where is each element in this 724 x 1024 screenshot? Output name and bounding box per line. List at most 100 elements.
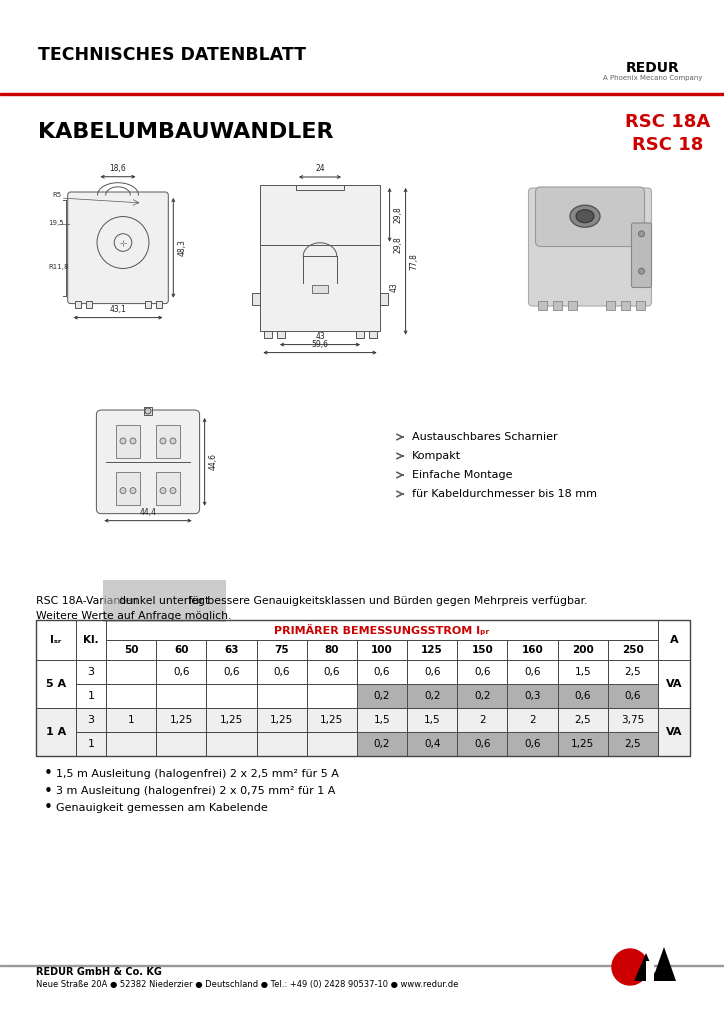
Bar — [307, 732, 357, 756]
Bar — [557, 660, 608, 684]
Text: R5: R5 — [53, 193, 62, 198]
Text: 1,5: 1,5 — [374, 715, 390, 725]
Bar — [256, 640, 307, 660]
Text: 200: 200 — [572, 645, 594, 655]
Ellipse shape — [570, 205, 600, 227]
Bar — [605, 301, 615, 310]
Text: 5 A: 5 A — [46, 679, 66, 689]
Bar — [0, 92, 724, 95]
Text: 250: 250 — [622, 645, 644, 655]
Text: 29,8: 29,8 — [394, 237, 403, 253]
Text: 0,6: 0,6 — [524, 667, 541, 677]
Bar — [458, 732, 508, 756]
Text: VA: VA — [666, 727, 682, 737]
Bar — [116, 425, 140, 458]
Bar — [357, 732, 407, 756]
Text: 2,5: 2,5 — [625, 667, 641, 677]
Bar — [256, 684, 307, 708]
Bar — [407, 640, 458, 660]
Text: 1: 1 — [88, 739, 95, 749]
Text: 1,5: 1,5 — [574, 667, 591, 677]
Bar — [296, 185, 344, 190]
Circle shape — [160, 438, 166, 444]
Text: 0,6: 0,6 — [324, 667, 340, 677]
Text: 1 A: 1 A — [46, 727, 66, 737]
Text: 48,3: 48,3 — [177, 240, 186, 256]
Bar — [537, 301, 547, 310]
Text: 1,25: 1,25 — [220, 715, 243, 725]
Text: 1,5: 1,5 — [424, 715, 440, 725]
Bar — [76, 708, 106, 732]
Bar — [552, 301, 562, 310]
Text: 160: 160 — [522, 645, 544, 655]
Text: A Phoenix Mecano Company: A Phoenix Mecano Company — [603, 75, 703, 81]
Bar — [156, 732, 206, 756]
Bar — [36, 660, 76, 708]
Text: 60: 60 — [174, 645, 188, 655]
Bar — [76, 660, 106, 684]
Text: KABELUMBAUWANDLER: KABELUMBAUWANDLER — [38, 122, 334, 142]
Circle shape — [145, 408, 151, 414]
Bar — [206, 708, 256, 732]
Text: für Kabeldurchmesser bis 18 mm: für Kabeldurchmesser bis 18 mm — [412, 489, 597, 499]
Text: 24: 24 — [315, 164, 325, 173]
Bar — [508, 708, 557, 732]
Bar — [261, 185, 379, 245]
Bar — [307, 660, 357, 684]
Circle shape — [639, 268, 644, 274]
Text: 2,5: 2,5 — [625, 739, 641, 749]
Bar — [106, 684, 156, 708]
Bar — [264, 331, 272, 338]
Bar — [76, 620, 106, 660]
Bar — [156, 708, 206, 732]
FancyBboxPatch shape — [68, 193, 168, 303]
Circle shape — [639, 230, 644, 237]
Bar — [357, 660, 407, 684]
Bar — [307, 708, 357, 732]
Bar — [458, 640, 508, 660]
Text: 0,6: 0,6 — [625, 691, 641, 701]
Bar — [307, 684, 357, 708]
Text: 0,6: 0,6 — [274, 667, 290, 677]
Text: 1,25: 1,25 — [571, 739, 594, 749]
Text: 0,4: 0,4 — [424, 739, 440, 749]
Bar — [357, 708, 407, 732]
Bar — [312, 286, 328, 293]
Text: 0,6: 0,6 — [474, 739, 491, 749]
Text: 44,6: 44,6 — [209, 454, 218, 470]
Bar — [557, 684, 608, 708]
Text: 1,25: 1,25 — [270, 715, 293, 725]
Text: RSC 18: RSC 18 — [632, 136, 704, 154]
Text: 0,6: 0,6 — [424, 667, 440, 677]
Text: 29,8: 29,8 — [394, 207, 403, 223]
Text: •: • — [44, 783, 53, 799]
Circle shape — [130, 487, 136, 494]
Text: RSC 18A-Varianten: RSC 18A-Varianten — [36, 596, 142, 606]
Text: 2: 2 — [479, 715, 486, 725]
Text: REDUR GmbH & Co. KG: REDUR GmbH & Co. KG — [36, 967, 162, 977]
Bar — [458, 684, 508, 708]
Bar — [261, 245, 379, 331]
Bar — [156, 660, 206, 684]
Bar — [658, 708, 690, 756]
Text: 3: 3 — [88, 715, 95, 725]
Text: •: • — [44, 767, 53, 781]
Bar — [106, 620, 658, 640]
Bar — [253, 293, 261, 305]
Bar — [646, 961, 654, 981]
Text: 2: 2 — [529, 715, 536, 725]
Bar — [206, 640, 256, 660]
Bar — [206, 660, 256, 684]
Circle shape — [120, 438, 126, 444]
Bar — [36, 708, 690, 756]
Bar — [75, 301, 80, 307]
Text: 59,6: 59,6 — [311, 340, 329, 348]
Text: 0,2: 0,2 — [374, 691, 390, 701]
Bar — [508, 660, 557, 684]
Bar — [307, 640, 357, 660]
Circle shape — [612, 949, 648, 985]
Bar — [568, 301, 576, 310]
Bar — [277, 331, 285, 338]
Text: 0,2: 0,2 — [374, 739, 390, 749]
Bar — [407, 660, 458, 684]
